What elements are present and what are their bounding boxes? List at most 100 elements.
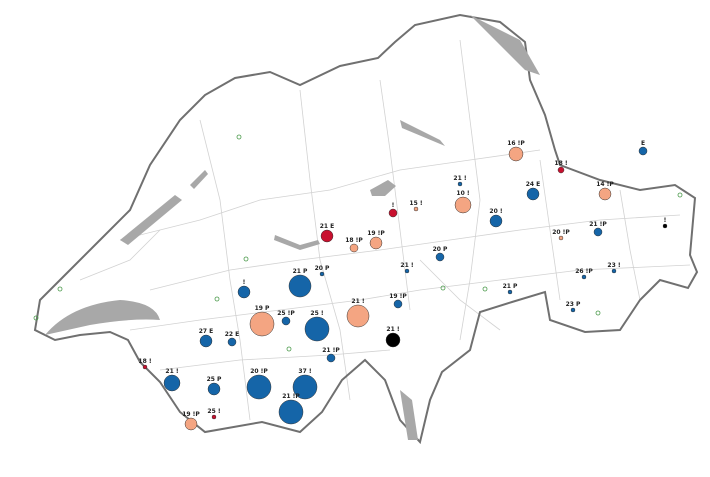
station-label: 14 !P: [596, 181, 614, 188]
station-marker[interactable]: [508, 146, 524, 162]
station-marker[interactable]: [611, 268, 617, 274]
station-marker[interactable]: [320, 229, 334, 243]
station-marker[interactable]: [246, 374, 272, 400]
station-label: 24 E: [526, 181, 541, 188]
station-label: 18 !P: [345, 237, 363, 244]
station-marker[interactable]: [319, 271, 325, 277]
station-marker[interactable]: [369, 236, 383, 250]
station-marker[interactable]: [489, 214, 503, 228]
station-label: 21 !P: [282, 393, 300, 400]
station-marker[interactable]: [662, 223, 668, 229]
station-label: 21 !: [386, 326, 399, 333]
station-label: 10 !: [456, 190, 469, 197]
station-label: 16 !P: [507, 140, 525, 147]
station-marker[interactable]: [243, 256, 249, 262]
country-border: [33, 13, 699, 445]
district-lines: [79, 39, 691, 421]
station-marker[interactable]: [57, 286, 63, 292]
station-label: 18 !: [138, 358, 151, 365]
station-label: 20 !P: [250, 368, 268, 375]
lake-maggiore: [400, 390, 418, 440]
station-marker[interactable]: [346, 304, 370, 328]
lakes: [45, 15, 540, 440]
lake-geneva: [45, 300, 160, 335]
station-marker[interactable]: [638, 146, 648, 156]
station-marker[interactable]: [227, 337, 237, 347]
station-label: 20 !P: [552, 229, 570, 236]
station-marker[interactable]: [214, 296, 220, 302]
station-marker[interactable]: [249, 311, 275, 337]
station-marker[interactable]: [199, 334, 213, 348]
station-label: 27 E: [199, 328, 214, 335]
station-marker[interactable]: [598, 187, 612, 201]
station-label: 23 P: [566, 301, 581, 308]
station-marker[interactable]: [207, 382, 221, 396]
station-marker[interactable]: [526, 187, 540, 201]
station-marker[interactable]: [326, 353, 336, 363]
station-marker[interactable]: [286, 346, 292, 352]
station-marker[interactable]: [304, 316, 330, 342]
station-marker[interactable]: [385, 332, 401, 348]
station-label: 21 !: [453, 175, 466, 182]
station-marker[interactable]: [595, 310, 601, 316]
station-marker[interactable]: [457, 181, 463, 187]
station-marker[interactable]: [593, 227, 603, 237]
station-label: 20 !: [489, 208, 502, 215]
station-label: 20 P: [315, 265, 330, 272]
station-label: 19 !P: [389, 293, 407, 300]
station-marker[interactable]: [184, 417, 198, 431]
station-label: 22 E: [225, 331, 240, 338]
station-label: 21 !: [400, 262, 413, 269]
station-marker[interactable]: [440, 285, 446, 291]
station-marker[interactable]: [237, 285, 251, 299]
station-marker[interactable]: [393, 299, 403, 309]
lake-biel: [190, 170, 208, 189]
station-label: 19 !P: [182, 411, 200, 418]
station-marker[interactable]: [482, 286, 488, 292]
lake-lucerne: [370, 180, 396, 196]
station-label: 21 !P: [589, 221, 607, 228]
station-marker[interactable]: [404, 268, 410, 274]
station-label: !: [243, 279, 246, 286]
station-label: 20 P: [433, 246, 448, 253]
lake-constance: [470, 15, 540, 75]
station-marker[interactable]: [33, 315, 39, 321]
station-marker[interactable]: [507, 289, 513, 295]
station-label: 21 !: [165, 368, 178, 375]
station-label: 25 P: [207, 376, 222, 383]
station-label: !: [664, 217, 667, 224]
station-label: !: [392, 202, 395, 209]
station-marker[interactable]: [278, 399, 304, 425]
station-label: 21 P: [503, 283, 518, 290]
station-marker[interactable]: [581, 274, 587, 280]
station-marker[interactable]: [211, 414, 217, 420]
station-marker[interactable]: [292, 374, 318, 400]
lake-neuchatel: [120, 195, 182, 245]
station-label: 26 !P: [575, 268, 593, 275]
station-marker[interactable]: [558, 235, 564, 241]
station-label: 23 !: [607, 262, 620, 269]
lake-zurich: [400, 120, 445, 146]
station-label: 21 !P: [322, 347, 340, 354]
station-marker[interactable]: [142, 364, 148, 370]
station-label: 19 !P: [367, 230, 385, 237]
markers: E 16 !P 18 ! 21 ! 24 E 14 !P 10 !! 15 ! 21 E 20 !…: [33, 134, 683, 431]
station-marker[interactable]: [163, 374, 181, 392]
lake-thun-brienz: [274, 235, 320, 250]
station-marker[interactable]: [236, 134, 242, 140]
station-label: 18 !: [554, 160, 567, 167]
station-marker[interactable]: [570, 307, 576, 313]
station-marker[interactable]: [435, 252, 445, 262]
station-label: 21 P: [293, 268, 308, 275]
station-marker[interactable]: [349, 243, 359, 253]
station-marker[interactable]: [677, 192, 683, 198]
station-label: 25 !: [310, 310, 323, 317]
station-marker[interactable]: [288, 274, 312, 298]
station-marker[interactable]: [281, 316, 291, 326]
station-marker[interactable]: [557, 166, 565, 174]
station-marker[interactable]: [454, 196, 472, 214]
station-marker[interactable]: [413, 206, 419, 212]
station-label: 25 !P: [277, 310, 295, 317]
station-marker[interactable]: [388, 208, 398, 218]
